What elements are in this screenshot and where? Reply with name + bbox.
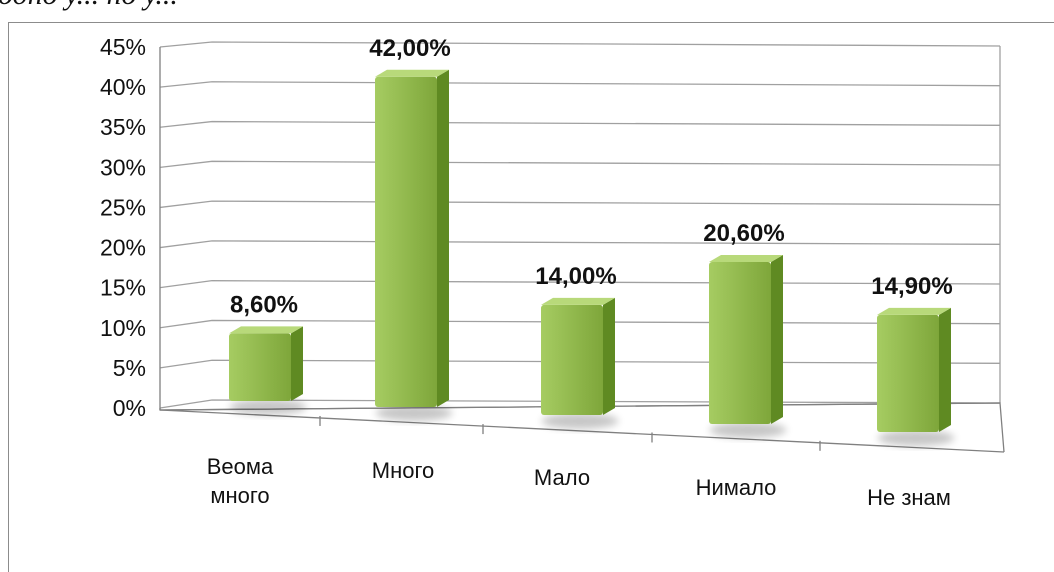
bar-side-face xyxy=(603,297,615,415)
gridline xyxy=(159,120,1001,128)
x-category-label-line: Не знам xyxy=(867,485,951,510)
gridlines xyxy=(159,41,1001,409)
x-category-label-line: Нимало xyxy=(696,475,777,500)
bar-top-face xyxy=(709,255,783,263)
x-category-label: Много xyxy=(372,458,435,483)
y-tick-label: 0% xyxy=(113,395,146,421)
y-tick-label: 15% xyxy=(100,275,146,301)
bar-shadow xyxy=(375,405,453,421)
bar-side-face xyxy=(437,69,449,408)
data-label: 20,60% xyxy=(703,220,784,247)
bar-top-face xyxy=(229,326,303,334)
y-tick-label: 45% xyxy=(100,34,146,60)
x-category-label-line: Веома xyxy=(207,454,274,479)
data-label: 8,60% xyxy=(230,291,298,318)
bar-shadow xyxy=(709,422,787,438)
data-label: 42,00% xyxy=(369,35,450,62)
data-label: 14,00% xyxy=(535,263,616,290)
x-category-label: Не знам xyxy=(867,485,951,510)
y-tick-label: 40% xyxy=(100,74,146,100)
cutoff-caption: одно у... но у... xyxy=(0,0,178,12)
x-axis-category-labels: Веома много Много Мало Нимало Не знам xyxy=(207,454,951,510)
y-tick-label: 30% xyxy=(100,154,146,180)
gridline xyxy=(159,81,1001,88)
bar-shadow xyxy=(877,430,955,446)
bar xyxy=(541,304,603,415)
bar xyxy=(709,262,771,424)
bar xyxy=(877,314,939,432)
gridline xyxy=(159,41,1001,48)
gridline xyxy=(159,200,1001,209)
chart-frame xyxy=(8,22,1054,572)
gridline xyxy=(159,160,1001,168)
y-tick-label: 35% xyxy=(100,114,146,140)
y-tick-label: 20% xyxy=(100,235,146,261)
y-tick-label: 5% xyxy=(113,355,146,381)
bar xyxy=(375,76,437,408)
bar-top-face xyxy=(877,307,951,315)
bar xyxy=(229,333,291,401)
bar-top-face xyxy=(375,69,449,77)
bar-shadow xyxy=(541,413,619,429)
x-axis-line xyxy=(159,409,1005,453)
x-category-label: Мало xyxy=(534,465,590,490)
data-labels: 8,60% 42,00% 14,00% 20,60% 14,90% xyxy=(230,35,953,319)
gridline xyxy=(159,240,1001,249)
x-category-label-line: много xyxy=(210,483,269,508)
y-tick-label: 25% xyxy=(100,194,146,220)
x-category-label: Нимало xyxy=(696,475,777,500)
bar-side-face xyxy=(939,307,951,432)
bar-side-face xyxy=(771,255,783,424)
bar-shadow xyxy=(229,399,307,415)
x-category-label-line: Много xyxy=(372,458,435,483)
x-category-label: Веома много xyxy=(207,454,274,508)
y-tick-label: 10% xyxy=(100,315,146,341)
bar-top-face xyxy=(541,297,615,305)
bar-side-face xyxy=(291,326,303,401)
x-category-label-line: Мало xyxy=(534,465,590,490)
y-axis-tick-labels: 0% 5% 10% 15% 20% 25% 30% 35% 40% 45% xyxy=(100,34,146,421)
bars xyxy=(229,69,955,446)
data-label: 14,90% xyxy=(871,273,952,300)
